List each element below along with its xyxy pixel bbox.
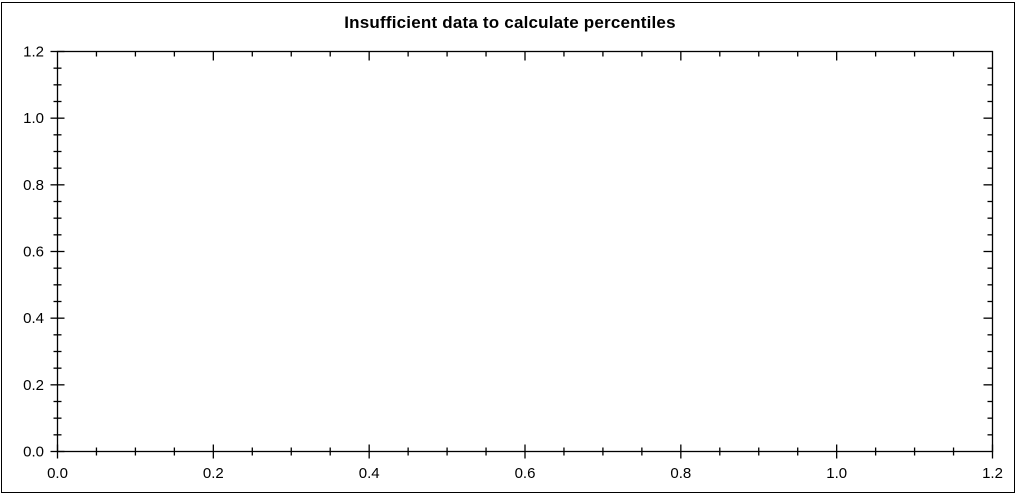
plot-frame [56, 50, 994, 453]
y-tick-label: 0.4 [23, 310, 44, 327]
x-tick-label: 0.4 [359, 465, 380, 482]
y-tick-label: 1.0 [23, 110, 44, 127]
y-tick-label: 0.0 [23, 444, 44, 461]
x-tick-label: 0.8 [670, 465, 691, 482]
y-tick-label: 0.8 [23, 177, 44, 194]
x-tick-label: 0.0 [47, 465, 68, 482]
y-tick-label: 0.6 [23, 244, 44, 261]
x-tick-label: 0.6 [515, 465, 536, 482]
y-tick-label: 1.2 [23, 44, 44, 61]
chart-title: Insufficient data to calculate percentil… [344, 13, 676, 32]
y-tick-label: 0.2 [23, 377, 44, 394]
x-tick-label: 1.0 [826, 465, 847, 482]
x-tick-label: 1.2 [982, 465, 1003, 482]
chart-outer-border [1, 2, 1015, 493]
x-tick-label: 0.2 [203, 465, 224, 482]
